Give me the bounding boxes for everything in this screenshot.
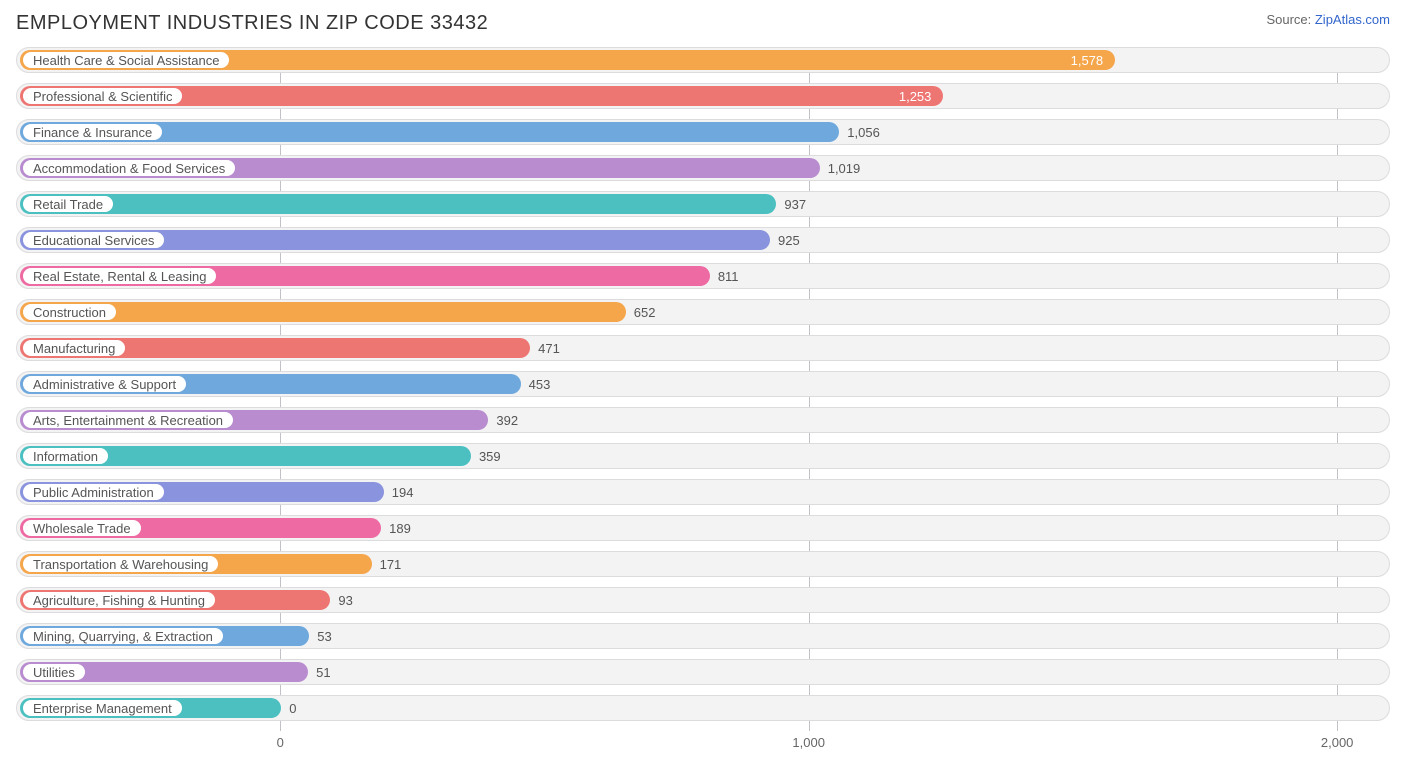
bar-value: 0 — [289, 696, 296, 720]
chart-title: EMPLOYMENT INDUSTRIES IN ZIP CODE 33432 — [16, 12, 488, 35]
bar-value: 194 — [392, 480, 414, 504]
bar-label: Administrative & Support — [23, 376, 186, 392]
bar-label: Public Administration — [23, 484, 164, 500]
bar-row: Wholesale Trade 189 — [16, 515, 1390, 541]
bar-value: 1,253 — [899, 84, 932, 108]
bar-value: 453 — [529, 372, 551, 396]
bar-row: Utilities 51 — [16, 659, 1390, 685]
bar-row: Administrative & Support 453 — [16, 371, 1390, 397]
bar-value: 51 — [316, 660, 330, 684]
bar-label: Health Care & Social Assistance — [23, 52, 229, 68]
bar-row: Information 359 — [16, 443, 1390, 469]
source-link[interactable]: ZipAtlas.com — [1315, 12, 1390, 27]
chart-header: EMPLOYMENT INDUSTRIES IN ZIP CODE 33432 … — [16, 12, 1390, 35]
bar-row: Real Estate, Rental & Leasing 811 — [16, 263, 1390, 289]
x-tick-label: 0 — [277, 735, 284, 750]
bar-value: 652 — [634, 300, 656, 324]
bar-value: 359 — [479, 444, 501, 468]
chart-source: Source: ZipAtlas.com — [1266, 12, 1390, 27]
bar-row: Public Administration 194 — [16, 479, 1390, 505]
bar-label: Mining, Quarrying, & Extraction — [23, 628, 223, 644]
bar-label: Arts, Entertainment & Recreation — [23, 412, 233, 428]
bar-label: Manufacturing — [23, 340, 125, 356]
bar-value: 1,578 — [1071, 48, 1104, 72]
bar-label: Retail Trade — [23, 196, 113, 212]
bar-row: Enterprise Management 0 — [16, 695, 1390, 721]
bar-chart: Health Care & Social Assistance 1,578 Prof… — [16, 47, 1390, 755]
bar-value: 925 — [778, 228, 800, 252]
bar-fill — [20, 194, 776, 214]
bar-label: Transportation & Warehousing — [23, 556, 218, 572]
bar-row: Manufacturing 471 — [16, 335, 1390, 361]
x-tick-label: 2,000 — [1321, 735, 1354, 750]
bar-value: 171 — [380, 552, 402, 576]
source-prefix: Source: — [1266, 12, 1314, 27]
bar-value: 811 — [718, 264, 739, 288]
bar-value: 1,019 — [828, 156, 861, 180]
bar-row: Transportation & Warehousing 171 — [16, 551, 1390, 577]
bar-label: Accommodation & Food Services — [23, 160, 235, 176]
bar-label: Enterprise Management — [23, 700, 182, 716]
bar-value: 937 — [784, 192, 806, 216]
bar-label: Wholesale Trade — [23, 520, 141, 536]
bar-label: Professional & Scientific — [23, 88, 182, 104]
bar-value: 392 — [496, 408, 518, 432]
bar-row: Finance & Insurance 1,056 — [16, 119, 1390, 145]
bar-row: Construction 652 — [16, 299, 1390, 325]
bar-label: Information — [23, 448, 108, 464]
bar-row: Mining, Quarrying, & Extraction 53 — [16, 623, 1390, 649]
bar-label: Construction — [23, 304, 116, 320]
bar-row: Retail Trade 937 — [16, 191, 1390, 217]
bar-label: Real Estate, Rental & Leasing — [23, 268, 216, 284]
bar-row: Arts, Entertainment & Recreation 392 — [16, 407, 1390, 433]
bar-value: 189 — [389, 516, 411, 540]
x-axis: 0 1,000 2,000 — [16, 731, 1390, 755]
bar-row: Educational Services 925 — [16, 227, 1390, 253]
bar-label: Educational Services — [23, 232, 164, 248]
bar-value: 471 — [538, 336, 560, 360]
bar-label: Finance & Insurance — [23, 124, 162, 140]
x-tick-label: 1,000 — [792, 735, 825, 750]
bar-value: 1,056 — [847, 120, 880, 144]
bar-row: Accommodation & Food Services 1,019 — [16, 155, 1390, 181]
bar-row: Professional & Scientific 1,253 — [16, 83, 1390, 109]
bar-row: Health Care & Social Assistance 1,578 — [16, 47, 1390, 73]
bar-row: Agriculture, Fishing & Hunting 93 — [16, 587, 1390, 613]
bar-value: 93 — [338, 588, 352, 612]
bar-label: Utilities — [23, 664, 85, 680]
bar-label: Agriculture, Fishing & Hunting — [23, 592, 215, 608]
bar-value: 53 — [317, 624, 331, 648]
